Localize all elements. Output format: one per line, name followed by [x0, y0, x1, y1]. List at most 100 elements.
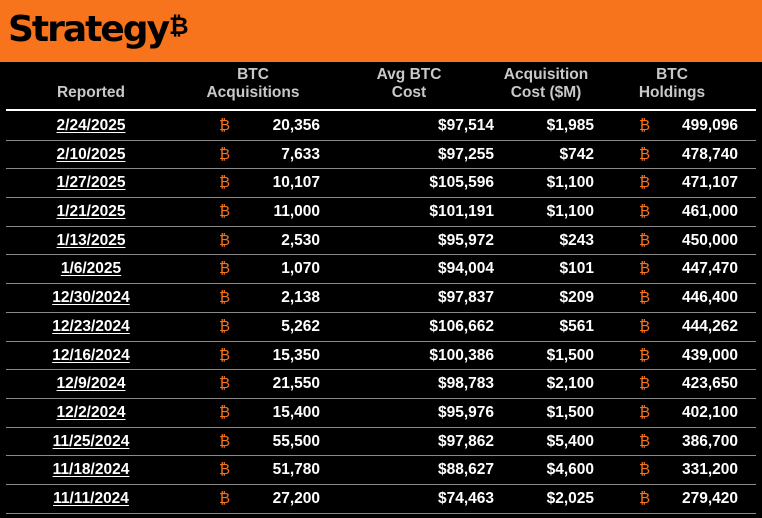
avg-btc-cost-value: $97,514	[437, 117, 494, 134]
reported-date-link[interactable]: 1/6/2025	[60, 260, 122, 278]
btc-acquisitions-value: 20,356	[272, 117, 320, 134]
reported-date-link[interactable]: 11/25/2024	[52, 432, 130, 450]
acquisition-cost-value: $2,025	[546, 489, 594, 507]
table-row: 12/9/2024 ₿ 21,550 $98,783 $2,100 ₿ 423,650	[6, 370, 756, 399]
column-header-avg-btc-cost: Avg BTC Cost	[376, 66, 442, 101]
bitcoin-icon: ₿	[639, 461, 651, 479]
btc-holdings-value: 499,096	[681, 117, 738, 134]
btc-acquisitions-value: 2,138	[281, 289, 320, 307]
bitcoin-icon: ₿	[639, 174, 651, 192]
bitcoin-icon: ₿	[639, 403, 651, 421]
bitcoin-icon: ₿	[639, 231, 651, 249]
table-row: 11/25/2024 ₿ 55,500 $97,862 $5,400 ₿ 386,700	[6, 428, 756, 457]
reported-date-link[interactable]: 2/10/2025	[56, 145, 126, 163]
bitcoin-icon: ₿	[219, 145, 231, 163]
reported-date-link[interactable]: 1/27/2025	[56, 174, 126, 192]
btc-holdings-value: 461,000	[681, 203, 738, 221]
btc-acquisitions-value: 51,780	[272, 461, 320, 479]
btc-holdings-value: 447,470	[681, 260, 738, 278]
avg-btc-cost-value: $95,976	[437, 403, 494, 421]
btc-holdings-value: 439,000	[681, 346, 738, 364]
reported-date-link[interactable]: 12/30/2024	[52, 289, 130, 307]
reported-date-link[interactable]: 2/24/2025	[56, 117, 126, 134]
table-row: 12/30/2024 ₿ 2,138 $97,837 $209 ₿ 446,400	[6, 284, 756, 313]
acquisition-cost-value: $4,600	[546, 461, 594, 479]
acquisitions-table-body: 2/24/2025 ₿ 20,356 $97,514 $1,985 ₿ 499,096 2/1…	[0, 112, 762, 514]
acquisition-cost-value: $1,100	[546, 203, 594, 221]
acquisition-cost-value: $742	[559, 145, 594, 163]
bitcoin-icon: ₿	[639, 375, 651, 393]
btc-acquisitions-value: 10,107	[272, 174, 320, 192]
table-row: 11/11/2024 ₿ 27,200 $74,463 $2,025 ₿ 279,420	[6, 485, 756, 514]
btc-holdings-value: 444,262	[681, 317, 738, 335]
acquisition-cost-value: $1,985	[546, 117, 594, 134]
acquisition-cost-value: $5,400	[546, 432, 594, 450]
btc-acquisitions-value: 15,350	[272, 346, 320, 364]
column-header-btc-holdings: BTC Holdings	[638, 66, 706, 101]
btc-acquisitions-value: 15,400	[272, 403, 320, 421]
avg-btc-cost-value: $101,191	[429, 203, 494, 221]
bitcoin-icon: ₿	[639, 117, 651, 134]
acquisition-cost-value: $101	[559, 260, 594, 278]
bitcoin-icon: ₿	[219, 231, 231, 249]
btc-holdings-value: 279,420	[681, 489, 738, 507]
table-row: 2/24/2025 ₿ 20,356 $97,514 $1,985 ₿ 499,096	[6, 112, 756, 141]
bitcoin-icon: ₿	[639, 289, 651, 307]
reported-date-link[interactable]: 12/2/2024	[56, 403, 126, 421]
reported-date-link[interactable]: 11/11/2024	[53, 489, 129, 507]
bitcoin-icon: ₿	[219, 289, 231, 307]
bitcoin-icon: ₿	[639, 317, 651, 335]
header-divider	[6, 109, 756, 111]
column-header-reported: Reported	[56, 84, 126, 101]
btc-holdings-value: 450,000	[681, 231, 738, 249]
bitcoin-icon: ₿	[639, 489, 651, 507]
btc-holdings-value: 386,700	[681, 432, 738, 450]
bitcoin-logo-icon: ₿	[169, 12, 189, 40]
acquisition-cost-value: $1,100	[546, 174, 594, 192]
avg-btc-cost-value: $74,463	[437, 489, 494, 507]
reported-date-link[interactable]: 1/21/2025	[56, 203, 126, 221]
avg-btc-cost-value: $95,972	[437, 231, 494, 249]
avg-btc-cost-value: $106,662	[429, 317, 494, 335]
avg-btc-cost-value: $98,783	[437, 375, 494, 393]
column-header-acquisition-cost: Acquisition Cost ($M)	[503, 66, 589, 101]
table-row: 1/21/2025 ₿ 11,000 $101,191 $1,100 ₿ 461,000	[6, 198, 756, 227]
table-row: 2/10/2025 ₿ 7,633 $97,255 $742 ₿ 478,740	[6, 141, 756, 170]
table-row: 12/16/2024 ₿ 15,350 $100,386 $1,500 ₿ 439,000	[6, 342, 756, 371]
btc-acquisitions-value: 21,550	[272, 375, 320, 393]
acquisition-cost-value: $561	[559, 317, 594, 335]
reported-date-link[interactable]: 12/16/2024	[52, 346, 130, 364]
bitcoin-icon: ₿	[639, 145, 651, 163]
btc-acquisitions-value: 1,070	[281, 260, 320, 278]
avg-btc-cost-value: $97,255	[437, 145, 494, 163]
bitcoin-icon: ₿	[219, 346, 231, 364]
btc-holdings-value: 478,740	[681, 145, 738, 163]
table-row: 12/23/2024 ₿ 5,262 $106,662 $561 ₿ 444,262	[6, 313, 756, 342]
reported-date-link[interactable]: 11/18/2024	[52, 461, 130, 479]
avg-btc-cost-value: $100,386	[429, 346, 494, 364]
bitcoin-icon: ₿	[219, 375, 231, 393]
acquisition-cost-value: $1,500	[546, 403, 594, 421]
bitcoin-icon: ₿	[219, 432, 231, 450]
avg-btc-cost-value: $97,837	[437, 289, 494, 307]
avg-btc-cost-value: $97,862	[437, 432, 494, 450]
table-row: 12/2/2024 ₿ 15,400 $95,976 $1,500 ₿ 402,100	[6, 399, 756, 428]
btc-holdings-value: 331,200	[681, 461, 738, 479]
acquisition-cost-value: $209	[559, 289, 594, 307]
avg-btc-cost-value: $94,004	[437, 260, 494, 278]
reported-date-link[interactable]: 12/9/2024	[56, 375, 126, 393]
reported-date-link[interactable]: 1/13/2025	[56, 231, 126, 249]
bitcoin-icon: ₿	[219, 317, 231, 335]
btc-acquisitions-value: 27,200	[272, 489, 320, 507]
btc-holdings-value: 446,400	[681, 289, 738, 307]
bitcoin-icon: ₿	[219, 203, 231, 221]
strategy-logo[interactable]: Strategy₿	[8, 8, 189, 52]
table-row: 1/27/2025 ₿ 10,107 $105,596 $1,100 ₿ 471,107	[6, 169, 756, 199]
btc-holdings-value: 423,650	[681, 375, 738, 393]
acquisition-cost-value: $1,500	[546, 346, 594, 364]
btc-acquisitions-value: 55,500	[272, 432, 320, 450]
bitcoin-icon: ₿	[219, 403, 231, 421]
reported-date-link[interactable]: 12/23/2024	[52, 317, 130, 335]
bitcoin-icon: ₿	[219, 117, 231, 134]
acquisition-cost-value: $2,100	[546, 375, 594, 393]
